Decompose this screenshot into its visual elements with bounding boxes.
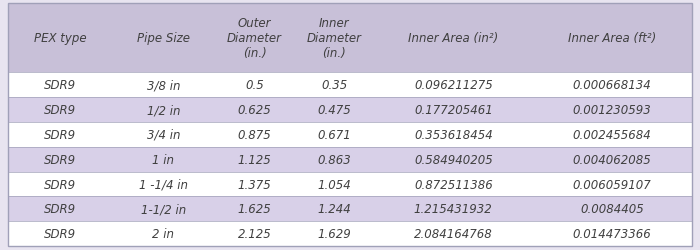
Text: 1.244: 1.244 [317, 202, 351, 215]
Text: SDR9: SDR9 [44, 104, 76, 117]
Text: 0.872511386: 0.872511386 [414, 178, 493, 191]
Text: 3/4 in: 3/4 in [146, 128, 180, 141]
Text: 1 in: 1 in [153, 153, 174, 166]
Text: 1.054: 1.054 [317, 178, 351, 191]
Text: Inner
Diameter
(in.): Inner Diameter (in.) [307, 17, 362, 60]
Text: 0.353618454: 0.353618454 [414, 128, 493, 141]
Text: 1 -1/4 in: 1 -1/4 in [139, 178, 188, 191]
Text: 0.863: 0.863 [317, 153, 351, 166]
Text: 0.004062085: 0.004062085 [573, 153, 652, 166]
Text: SDR9: SDR9 [44, 227, 76, 240]
Text: 0.5: 0.5 [245, 79, 264, 92]
Text: SDR9: SDR9 [44, 202, 76, 215]
Text: SDR9: SDR9 [44, 128, 76, 141]
Text: Inner Area (in²): Inner Area (in²) [408, 32, 498, 45]
Text: PEX type: PEX type [34, 32, 86, 45]
Text: SDR9: SDR9 [44, 178, 76, 191]
Text: Outer
Diameter
(in.): Outer Diameter (in.) [228, 17, 282, 60]
Text: SDR9: SDR9 [44, 153, 76, 166]
Text: 1.625: 1.625 [238, 202, 272, 215]
Text: 2.125: 2.125 [238, 227, 272, 240]
Text: 0.671: 0.671 [317, 128, 351, 141]
Text: 0.006059107: 0.006059107 [573, 178, 652, 191]
Text: 1.629: 1.629 [317, 227, 351, 240]
Text: 0.35: 0.35 [321, 79, 347, 92]
Text: 0.000668134: 0.000668134 [573, 79, 652, 92]
Text: 3/8 in: 3/8 in [146, 79, 180, 92]
Text: 2.084164768: 2.084164768 [414, 227, 493, 240]
Text: 1/2 in: 1/2 in [146, 104, 180, 117]
Text: 0.002455684: 0.002455684 [573, 128, 652, 141]
Text: 1-1/2 in: 1-1/2 in [141, 202, 186, 215]
Text: 1.125: 1.125 [238, 153, 272, 166]
Text: SDR9: SDR9 [44, 79, 76, 92]
Text: 2 in: 2 in [153, 227, 174, 240]
Text: 0.014473366: 0.014473366 [573, 227, 652, 240]
Text: 0.0084405: 0.0084405 [580, 202, 644, 215]
Text: 0.096211275: 0.096211275 [414, 79, 493, 92]
Text: 0.001230593: 0.001230593 [573, 104, 652, 117]
Text: Inner Area (ft²): Inner Area (ft²) [568, 32, 657, 45]
Text: 0.875: 0.875 [238, 128, 272, 141]
Text: Pipe Size: Pipe Size [136, 32, 190, 45]
Text: 0.625: 0.625 [238, 104, 272, 117]
Text: 0.177205461: 0.177205461 [414, 104, 493, 117]
Text: 1.375: 1.375 [238, 178, 272, 191]
Text: 1.215431932: 1.215431932 [414, 202, 493, 215]
Text: 0.584940205: 0.584940205 [414, 153, 493, 166]
Text: 0.475: 0.475 [317, 104, 351, 117]
